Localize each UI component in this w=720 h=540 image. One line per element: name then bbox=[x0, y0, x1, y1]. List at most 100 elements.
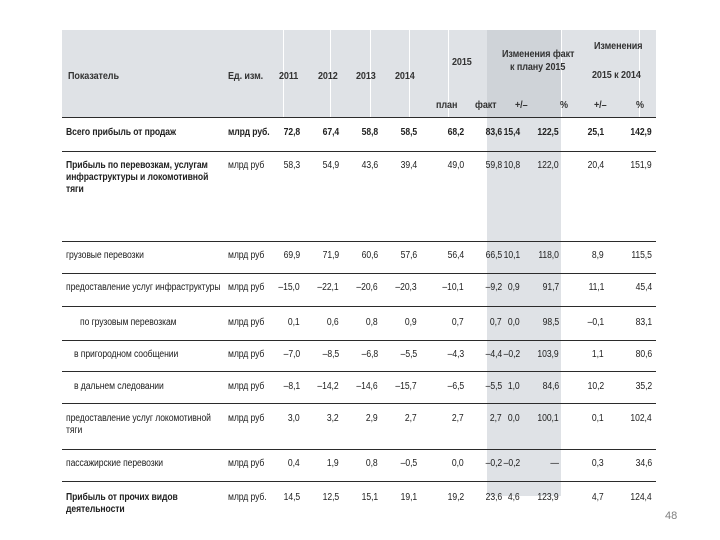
row-value: 54,9 bbox=[322, 160, 339, 171]
row-value: 58,8 bbox=[361, 127, 378, 138]
row-value: –10,1 bbox=[442, 282, 464, 293]
row-value: 0,7 bbox=[452, 317, 464, 328]
row-value: 0,9 bbox=[508, 282, 520, 293]
row-label: предоставление услуг локомотивной тяги bbox=[66, 413, 211, 436]
row-value: 151,9 bbox=[630, 160, 652, 171]
row-value: 103,9 bbox=[537, 349, 559, 360]
row-value: 71,9 bbox=[322, 250, 339, 261]
row-value: 69,9 bbox=[283, 250, 300, 261]
row-value: 20,4 bbox=[587, 160, 604, 171]
row-value: 11,1 bbox=[588, 282, 604, 293]
header-separator bbox=[283, 30, 284, 117]
header-year-2011: 2011 bbox=[279, 70, 299, 82]
row-value: –6,5 bbox=[447, 381, 464, 392]
row-unit: млрд руб bbox=[228, 458, 265, 469]
row-label: предоставление услуг инфраструктуры bbox=[66, 282, 221, 293]
row-unit: млрд руб bbox=[228, 317, 265, 328]
row-value: 4,6 bbox=[508, 492, 520, 503]
row-separator bbox=[62, 371, 656, 372]
row-value: –0,5 bbox=[400, 458, 417, 469]
row-value: 23,6 bbox=[485, 492, 502, 503]
row-value: 0,1 bbox=[288, 317, 300, 328]
row-value: 34,6 bbox=[635, 458, 652, 469]
row-value: 0,9 bbox=[405, 317, 417, 328]
header-change-plan-line2: к плану 2015 bbox=[510, 61, 566, 73]
row-value: 100,1 bbox=[537, 413, 559, 424]
row-unit: млрд руб bbox=[228, 349, 265, 360]
row-value: 66,5 bbox=[485, 250, 502, 261]
row-value: 49,0 bbox=[447, 160, 464, 171]
row-value: –4,4 bbox=[485, 349, 502, 360]
header-year-2013: 2013 bbox=[356, 70, 376, 82]
row-value: 19,1 bbox=[400, 492, 417, 503]
header-year-2014: 2014 bbox=[395, 70, 415, 82]
row-value: 98,5 bbox=[542, 317, 559, 328]
row-value: 0,7 bbox=[490, 317, 502, 328]
header-separator bbox=[409, 30, 410, 117]
header-pct-plan: % bbox=[560, 99, 568, 111]
row-value: 58,5 bbox=[400, 127, 417, 138]
row-value: 1,0 bbox=[508, 381, 520, 392]
row-label: Прибыль по перевозкам, услугам инфрастру… bbox=[66, 160, 209, 195]
row-label: Всего прибыль от продаж bbox=[66, 127, 177, 138]
row-separator bbox=[62, 340, 656, 341]
row-label: грузовые перевозки bbox=[66, 250, 144, 261]
row-unit: млрд руб bbox=[228, 160, 265, 171]
row-value: 84,6 bbox=[542, 381, 559, 392]
row-value: 68,2 bbox=[447, 127, 464, 138]
row-value: 2,7 bbox=[405, 413, 417, 424]
header-separator bbox=[639, 30, 640, 117]
row-value: –14,6 bbox=[356, 381, 378, 392]
row-value: 67,4 bbox=[322, 127, 339, 138]
row-value: 60,6 bbox=[361, 250, 378, 261]
row-label: в пригородном сообщении bbox=[74, 349, 179, 360]
row-value: 123,9 bbox=[537, 492, 559, 503]
row-value: 39,4 bbox=[400, 160, 417, 171]
row-value: 10,1 bbox=[503, 250, 520, 261]
row-value: 0,8 bbox=[366, 458, 378, 469]
row-value: –5,5 bbox=[400, 349, 417, 360]
row-value: 15,1 bbox=[361, 492, 378, 503]
row-value: –5,5 bbox=[485, 381, 502, 392]
row-value: –20,6 bbox=[356, 282, 378, 293]
row-value: 15,4 bbox=[503, 127, 520, 138]
row-value: 10,8 bbox=[503, 160, 520, 171]
row-value: 102,4 bbox=[630, 413, 652, 424]
year-2015-header-shade bbox=[487, 30, 561, 117]
row-value: –7,0 bbox=[283, 349, 300, 360]
row-value: 3,0 bbox=[288, 413, 300, 424]
row-value: 115,5 bbox=[631, 250, 653, 261]
row-value: 19,2 bbox=[447, 492, 464, 503]
header-change-year-line2: 2015 к 2014 bbox=[592, 69, 641, 81]
row-value: 57,6 bbox=[400, 250, 417, 261]
row-value: 58,3 bbox=[283, 160, 300, 171]
row-unit: млрд руб bbox=[228, 250, 265, 261]
row-label: в дальнем следовании bbox=[74, 381, 164, 392]
header-pct-year: % bbox=[636, 99, 644, 111]
row-value: 72,8 bbox=[283, 127, 300, 138]
row-value: 124,4 bbox=[630, 492, 652, 503]
row-value: –14,2 bbox=[317, 381, 339, 392]
row-value: 14,5 bbox=[283, 492, 300, 503]
row-value: 10,2 bbox=[587, 381, 604, 392]
header-separator bbox=[561, 30, 562, 117]
row-value: 2,7 bbox=[490, 413, 502, 424]
row-separator bbox=[62, 449, 656, 450]
row-label: Прибыль от прочих видов деятельности bbox=[66, 492, 178, 515]
row-separator bbox=[62, 241, 656, 242]
row-value: 118,0 bbox=[538, 250, 560, 261]
row-value: 43,6 bbox=[361, 160, 378, 171]
header-delta-year: +/– bbox=[594, 99, 607, 111]
row-value: 2,9 bbox=[366, 413, 378, 424]
header-year-2015: 2015 bbox=[452, 56, 472, 68]
row-value: 56,4 bbox=[447, 250, 464, 261]
row-value: 1,9 bbox=[327, 458, 339, 469]
row-value: 12,5 bbox=[322, 492, 339, 503]
row-value: –15,7 bbox=[395, 381, 417, 392]
row-value: 2,7 bbox=[452, 413, 464, 424]
row-value: 0,1 bbox=[592, 413, 604, 424]
row-value: 83,6 bbox=[485, 127, 502, 138]
row-value: — bbox=[550, 458, 559, 469]
row-value: 35,2 bbox=[635, 381, 652, 392]
row-value: –0,1 bbox=[587, 317, 604, 328]
